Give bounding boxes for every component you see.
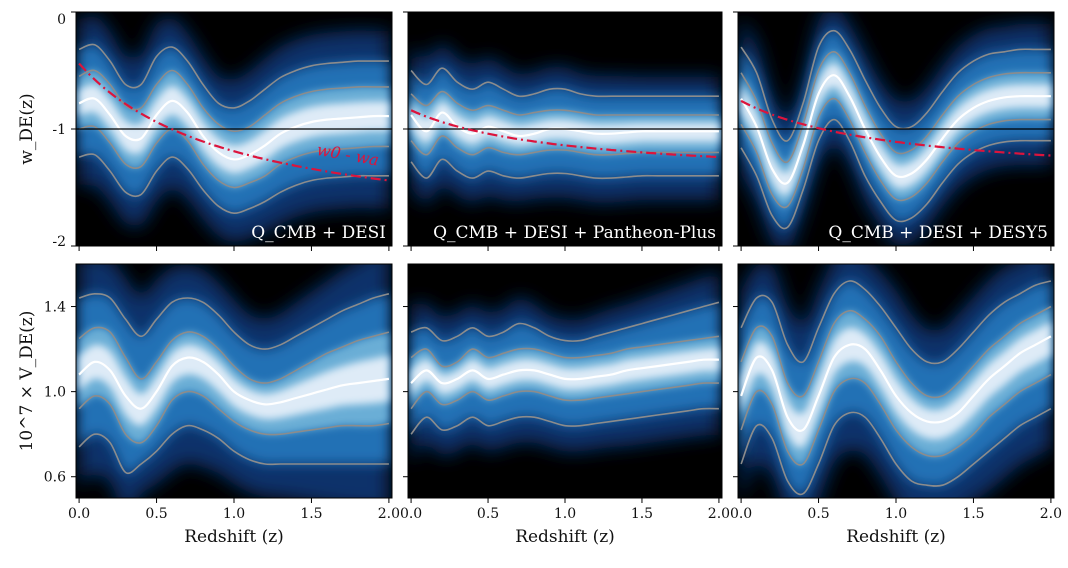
- y-tick-label: -1: [52, 122, 66, 138]
- median-line: [78, 97, 389, 161]
- x-tick-label: 0.0: [68, 506, 90, 522]
- x-tick-label: 0.0: [400, 506, 422, 522]
- x-axis-label: Redshift (z): [184, 527, 284, 547]
- x-tick-label: 0.5: [807, 506, 829, 522]
- y-tick-label: 0.6: [44, 470, 66, 486]
- w0-wa-reference-curve: [740, 99, 1051, 157]
- panel-plot-area: [738, 12, 1054, 246]
- median-line: [78, 356, 390, 410]
- panel-top-right: Q_CMB + DESI + DESY5: [733, 11, 1055, 251]
- panel-bottom-middle: 0.0 0.5 1.0 1.5 2.0 Redshift (z): [400, 263, 730, 547]
- x-tick-label: 1.0: [554, 506, 576, 522]
- contour-lower_2sigma: [410, 158, 719, 180]
- panel-bottom-left: 0.0 0.5 1.0 1.5 2.0 0.6 1.0 1.4 Redshift (z) 10^7…: [17, 263, 400, 547]
- panel-plot-area: [76, 264, 392, 498]
- y-tick-label: -2: [52, 234, 66, 250]
- contour-lower_1sigma: [78, 125, 389, 189]
- x-tick-label: 2.0: [1040, 506, 1062, 522]
- panel-bottom-right: 0.0 0.5 1.0 1.5 2.0 Redshift (z): [730, 263, 1062, 547]
- density-band-core: [79, 84, 389, 174]
- x-tick-label: 1.5: [962, 506, 984, 522]
- density-band-core: [411, 348, 719, 396]
- x-tick-label: 2.0: [378, 506, 400, 522]
- contour-upper_2sigma: [410, 67, 719, 98]
- panel-plot-area: [738, 264, 1054, 498]
- contour-upper_1sigma: [410, 335, 720, 368]
- contour-lower_1sigma: [78, 390, 390, 444]
- contour-lower_2sigma: [78, 424, 389, 475]
- panel-top-middle: Q_CMB + DESI + Pantheon-Plus: [403, 11, 723, 251]
- w0-wa-reference-curve: [410, 109, 719, 159]
- x-tick-label: 2.0: [708, 506, 730, 522]
- y-tick-label: 1.0: [44, 385, 66, 401]
- contour-upper_1sigma: [410, 90, 719, 116]
- contour-upper_2sigma: [740, 280, 1052, 365]
- contour-lower_2sigma: [740, 118, 1051, 230]
- contour-lower_2sigma: [78, 153, 389, 215]
- x-tick-label: 0.5: [477, 506, 499, 522]
- w0-wa-reference-curve: [78, 62, 390, 182]
- contour-lower_1sigma: [410, 382, 719, 410]
- contour-upper_2sigma: [78, 292, 390, 350]
- median-line: [410, 358, 719, 385]
- y-tick-label: 0: [57, 12, 66, 28]
- x-tick-label: 1.0: [223, 506, 245, 522]
- contour-lower_2sigma: [410, 407, 719, 435]
- panel-plot-area: [76, 12, 392, 246]
- contour-upper_2sigma: [78, 43, 389, 109]
- density-band-1sigma: [79, 70, 389, 188]
- median-line: [740, 74, 1051, 185]
- dataset-label: Q_CMB + DESI + Pantheon-Plus: [433, 223, 716, 243]
- x-axis-label: Redshift (z): [846, 527, 946, 547]
- panel-plot-area: [408, 12, 722, 246]
- x-tick-label: 0.0: [730, 506, 752, 522]
- x-tick-label: 1.5: [631, 506, 653, 522]
- median-line: [740, 335, 1052, 432]
- contour-upper_2sigma: [740, 29, 1051, 142]
- panel-plot-area: [408, 264, 722, 498]
- contour-lower_2sigma: [740, 407, 1052, 496]
- contour-lower_1sigma: [410, 135, 719, 156]
- contour-upper_1sigma: [78, 69, 389, 133]
- dataset-label: Q_CMB + DESI: [251, 223, 386, 243]
- contour-upper_1sigma: [740, 305, 1052, 399]
- contour-upper_2sigma: [410, 301, 720, 342]
- dataset-label: Q_CMB + DESI + DESY5: [828, 223, 1048, 243]
- contour-lower_1sigma: [740, 97, 1051, 209]
- density-band-core: [79, 344, 389, 426]
- x-axis-label: Redshift (z): [515, 527, 615, 547]
- contour-lower_1sigma: [740, 373, 1052, 466]
- y-tick-label: 1.4: [44, 300, 66, 316]
- x-tick-label: 1.5: [300, 506, 322, 522]
- x-tick-label: 1.0: [885, 506, 907, 522]
- x-tick-label: 0.5: [145, 506, 167, 522]
- y-axis-label: w_DE(z): [17, 93, 37, 164]
- contour-upper_1sigma: [740, 51, 1051, 164]
- density-band-core: [741, 321, 1051, 448]
- contour-upper_1sigma: [78, 326, 390, 384]
- y-axis-label: 10^7 × V_DE(z): [17, 311, 37, 452]
